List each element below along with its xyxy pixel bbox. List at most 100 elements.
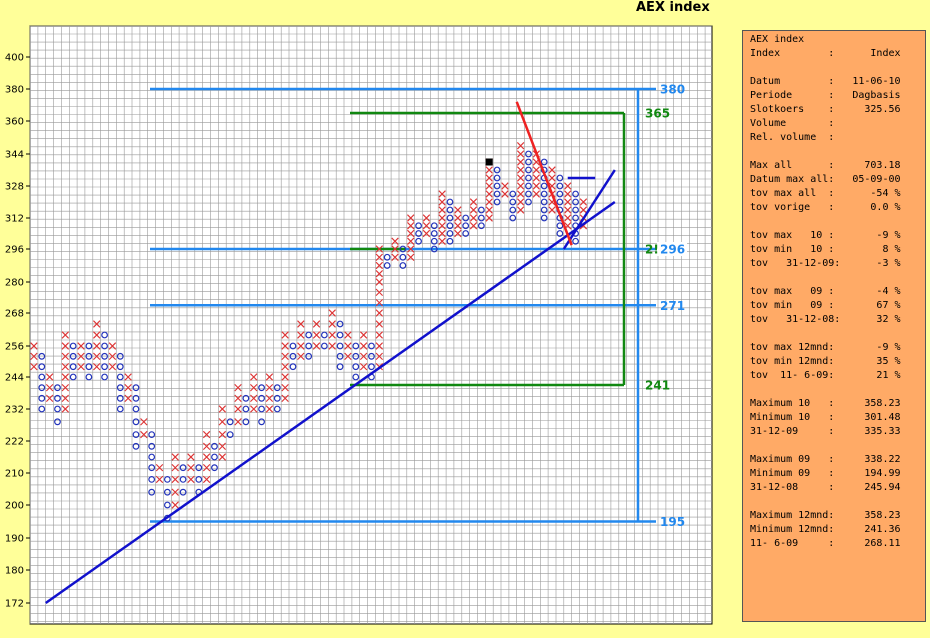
o-mark — [572, 237, 579, 245]
info-line: 31-12-09 : 335.33 — [750, 426, 901, 437]
x-mark — [171, 475, 179, 484]
x-stroke — [438, 214, 446, 222]
x-mark — [124, 383, 132, 392]
o-mark — [430, 230, 438, 237]
x-stroke — [375, 288, 384, 297]
x-stroke — [579, 206, 588, 214]
o-mark — [336, 352, 344, 360]
o-mark — [352, 373, 360, 381]
x-mark — [375, 270, 384, 278]
x-mark — [265, 383, 274, 392]
x-stroke — [359, 342, 368, 350]
x-mark — [564, 182, 572, 190]
x-stroke — [469, 198, 478, 206]
x-stroke — [438, 229, 446, 238]
o-mark — [572, 190, 579, 198]
o-mark — [540, 198, 548, 206]
x-mark — [61, 331, 70, 339]
x-mark — [516, 166, 525, 174]
x-stroke — [469, 214, 478, 222]
x-stroke — [281, 373, 289, 381]
o-mark — [116, 384, 124, 392]
o-mark — [446, 222, 454, 230]
y-tick-label: 344 — [5, 150, 24, 161]
o-mark — [352, 363, 360, 371]
x-stroke — [312, 331, 321, 339]
x-mark — [61, 405, 70, 413]
x-stroke — [250, 373, 258, 381]
x-mark — [30, 352, 38, 361]
info-line: tov max 10 : -9 % — [750, 230, 901, 241]
info-line: Rel. volume : — [750, 132, 835, 143]
x-stroke — [532, 166, 541, 174]
chart-title: AEX index — [636, 0, 710, 15]
x-mark — [454, 222, 462, 230]
x-stroke — [516, 142, 525, 150]
o-mark — [38, 405, 46, 413]
x-mark — [391, 245, 399, 253]
x-stroke — [234, 394, 242, 403]
info-line: Datum max all: 05-09-00 — [750, 174, 901, 185]
x-stroke — [564, 198, 572, 206]
info-line: Periode : Dagbasis — [750, 90, 901, 101]
x-stroke — [187, 453, 195, 461]
o-mark — [556, 230, 564, 237]
x-stroke — [202, 442, 211, 451]
o-mark — [54, 384, 61, 392]
o-mark — [399, 253, 407, 261]
info-line: tov vorige : 0.0 % — [750, 202, 901, 213]
x-stroke — [375, 342, 384, 350]
info-line — [750, 383, 925, 397]
x-stroke — [297, 352, 305, 361]
x-stroke — [171, 453, 179, 461]
o-mark — [477, 222, 485, 230]
info-line — [750, 439, 925, 453]
x-mark — [469, 206, 478, 214]
x-mark — [485, 206, 493, 214]
o-mark — [38, 384, 46, 392]
y-tick-label: 312 — [5, 214, 24, 225]
x-stroke — [407, 222, 415, 230]
x-stroke — [77, 362, 85, 371]
x-stroke — [485, 166, 493, 174]
info-line — [750, 495, 925, 509]
y-tick-label: 268 — [5, 309, 24, 320]
info-line — [750, 61, 925, 75]
x-stroke — [344, 331, 352, 339]
o-mark — [305, 352, 313, 360]
x-stroke — [124, 394, 132, 403]
x-mark — [281, 362, 289, 371]
x-stroke — [77, 352, 85, 361]
x-mark — [93, 352, 101, 361]
x-mark — [328, 320, 336, 328]
x-stroke — [61, 331, 70, 339]
y-tick-label: 210 — [5, 469, 24, 480]
o-mark — [148, 488, 156, 496]
o-mark — [132, 418, 140, 426]
x-mark — [30, 362, 38, 371]
o-mark — [85, 373, 93, 381]
x-mark — [61, 352, 70, 361]
level-label: 195 — [660, 515, 685, 529]
info-panel: AEX index Index : Index Datum : 11-06-10 P… — [742, 30, 926, 622]
x-mark — [202, 430, 211, 439]
x-mark — [281, 383, 289, 392]
x-stroke — [93, 342, 101, 350]
x-mark — [250, 405, 258, 413]
y-tick-label: 328 — [5, 182, 24, 193]
x-stroke — [485, 182, 493, 190]
o-mark — [305, 331, 313, 339]
o-mark — [38, 363, 46, 371]
o-mark — [572, 214, 579, 222]
o-mark — [273, 384, 281, 392]
o-mark — [320, 331, 328, 339]
x-stroke — [30, 342, 38, 350]
x-stroke — [391, 237, 399, 245]
x-stroke — [501, 182, 509, 190]
o-mark — [148, 453, 156, 461]
x-stroke — [77, 342, 85, 350]
x-mark — [187, 453, 195, 461]
x-mark — [281, 373, 289, 381]
x-stroke — [375, 320, 384, 328]
x-stroke — [548, 206, 556, 214]
